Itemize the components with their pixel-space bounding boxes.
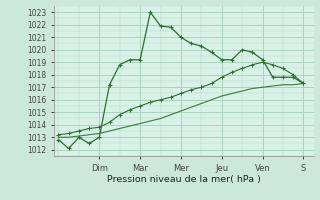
X-axis label: Pression niveau de la mer( hPa ): Pression niveau de la mer( hPa ) bbox=[107, 175, 261, 184]
